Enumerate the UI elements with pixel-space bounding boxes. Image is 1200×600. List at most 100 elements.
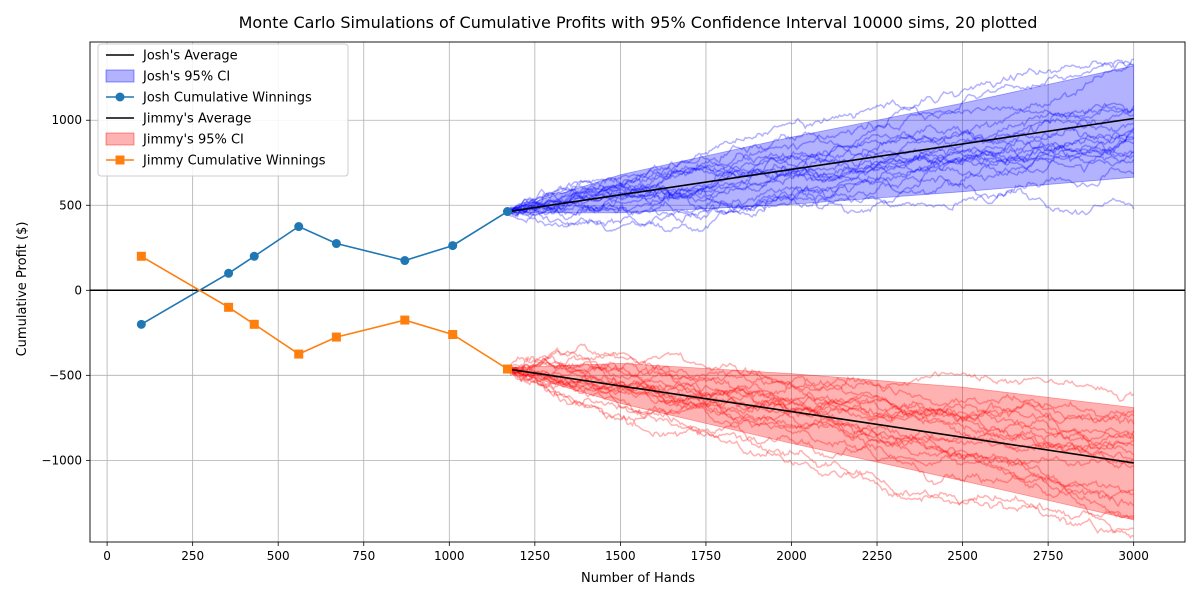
simulation-path bbox=[506, 368, 1134, 494]
data-point bbox=[331, 239, 341, 249]
data-point bbox=[294, 349, 304, 359]
simulation-path bbox=[506, 368, 1135, 442]
simulation-path bbox=[507, 355, 1135, 424]
x-tick-label: 750 bbox=[352, 549, 375, 563]
x-tick-label: 2750 bbox=[1033, 549, 1064, 563]
ci-band bbox=[507, 362, 1135, 521]
simulation-path bbox=[507, 368, 1135, 443]
simulation-path bbox=[506, 62, 1134, 215]
legend-entry: Josh's Average bbox=[106, 49, 238, 64]
simulation-path bbox=[507, 135, 1135, 232]
data-point bbox=[502, 364, 512, 374]
legend-entry: Jimmy's 95% CI bbox=[105, 132, 244, 148]
legend-label: Josh's 95% CI bbox=[142, 70, 230, 85]
simulation-path bbox=[507, 102, 1135, 214]
y-tick-label: 1000 bbox=[51, 113, 82, 127]
series-line bbox=[140, 210, 508, 325]
legend-entry: Jimmy's Average bbox=[106, 112, 251, 127]
legend-label: Josh Cumulative Winnings bbox=[142, 91, 312, 106]
data-point bbox=[136, 251, 146, 261]
series-line bbox=[507, 117, 1134, 213]
simulation-path bbox=[507, 363, 1134, 468]
simulation-path bbox=[507, 365, 1134, 539]
simulation-path bbox=[507, 144, 1134, 214]
data-point bbox=[448, 241, 458, 251]
legend-swatch bbox=[105, 132, 135, 146]
simulation-path bbox=[507, 178, 1135, 218]
x-tick-label: 2250 bbox=[862, 549, 893, 563]
y-tick-label: −1000 bbox=[41, 453, 82, 467]
legend-entry: Josh's 95% CI bbox=[105, 69, 230, 85]
x-axis-title: Number of Hands bbox=[581, 571, 695, 586]
legend-entry: Jimmy Cumulative Winnings bbox=[106, 154, 326, 169]
x-tick-label: 1750 bbox=[691, 549, 722, 563]
simulation-path bbox=[507, 368, 1134, 456]
simulation-path bbox=[507, 368, 1135, 520]
simulation-path bbox=[506, 166, 1134, 213]
simulation-path bbox=[506, 358, 1134, 425]
series-lines bbox=[90, 117, 1185, 464]
simulation-path bbox=[507, 61, 1134, 213]
simulation-path bbox=[507, 363, 1134, 455]
y-axis-title: Cumulative Profit ($) bbox=[15, 222, 30, 357]
confidence-bands bbox=[507, 65, 1135, 521]
legend-label: Jimmy's 95% CI bbox=[142, 133, 244, 148]
simulation-path bbox=[507, 126, 1135, 221]
legend-box bbox=[97, 43, 349, 177]
simulation-path bbox=[507, 366, 1134, 535]
simulation-path bbox=[507, 141, 1135, 224]
grid-lines bbox=[90, 42, 1185, 542]
x-tick-label: 250 bbox=[181, 549, 204, 563]
simulation-path bbox=[507, 99, 1134, 219]
x-tick-label: 3000 bbox=[1118, 549, 1149, 563]
simulation-path bbox=[506, 58, 1134, 218]
simulation-path bbox=[506, 140, 1134, 233]
series-line bbox=[507, 368, 1134, 464]
simulation-path bbox=[507, 122, 1134, 216]
chart-title: Monte Carlo Simulations of Cumulative Pr… bbox=[239, 13, 1038, 32]
data-point bbox=[136, 319, 146, 329]
data-point bbox=[331, 332, 341, 342]
simulation-path bbox=[506, 368, 1135, 425]
simulation-path bbox=[507, 127, 1135, 216]
x-tick-label: 1000 bbox=[434, 549, 465, 563]
legend-label: Josh's Average bbox=[142, 49, 238, 64]
data-point bbox=[502, 207, 512, 217]
simulation-path bbox=[507, 343, 1135, 446]
x-tick-label: 1500 bbox=[605, 549, 636, 563]
axes: 0 250 500 750 1000 1250 1500 1750 2000 2250 2500 27… bbox=[41, 41, 1186, 563]
legend-entry: Josh Cumulative Winnings bbox=[106, 91, 312, 106]
simulation-path bbox=[507, 360, 1134, 469]
y-tick-label: 500 bbox=[59, 198, 82, 212]
x-tick-label: 2500 bbox=[947, 549, 978, 563]
data-point bbox=[400, 256, 410, 266]
data-point bbox=[249, 251, 259, 261]
legend-swatch bbox=[105, 69, 135, 83]
data-point bbox=[249, 319, 259, 329]
x-tick-label: 0 bbox=[103, 549, 111, 563]
x-tick-label: 2000 bbox=[776, 549, 807, 563]
simulation-path bbox=[507, 108, 1135, 213]
y-tick-label: −500 bbox=[49, 368, 82, 382]
data-point bbox=[294, 222, 304, 232]
legend-marker bbox=[115, 92, 125, 102]
simulation-path bbox=[507, 128, 1135, 214]
simulation-path bbox=[507, 137, 1135, 216]
y-tick-label: 0 bbox=[74, 283, 82, 297]
simulation-path bbox=[506, 351, 1134, 451]
simulation-path bbox=[507, 138, 1135, 215]
data-point bbox=[224, 302, 234, 312]
simulation-path bbox=[507, 148, 1135, 213]
simulation-path bbox=[506, 105, 1135, 213]
simulation-path bbox=[507, 366, 1135, 406]
simulation-path bbox=[507, 368, 1134, 499]
plot-frame bbox=[89, 41, 1186, 543]
legend-label: Jimmy Cumulative Winnings bbox=[142, 154, 326, 169]
data-point bbox=[400, 315, 410, 325]
ci-band bbox=[507, 65, 1135, 214]
series-line bbox=[140, 255, 508, 370]
legend-label: Jimmy's Average bbox=[142, 112, 251, 127]
simulation-paths bbox=[506, 58, 1135, 539]
legend-marker bbox=[115, 155, 125, 165]
